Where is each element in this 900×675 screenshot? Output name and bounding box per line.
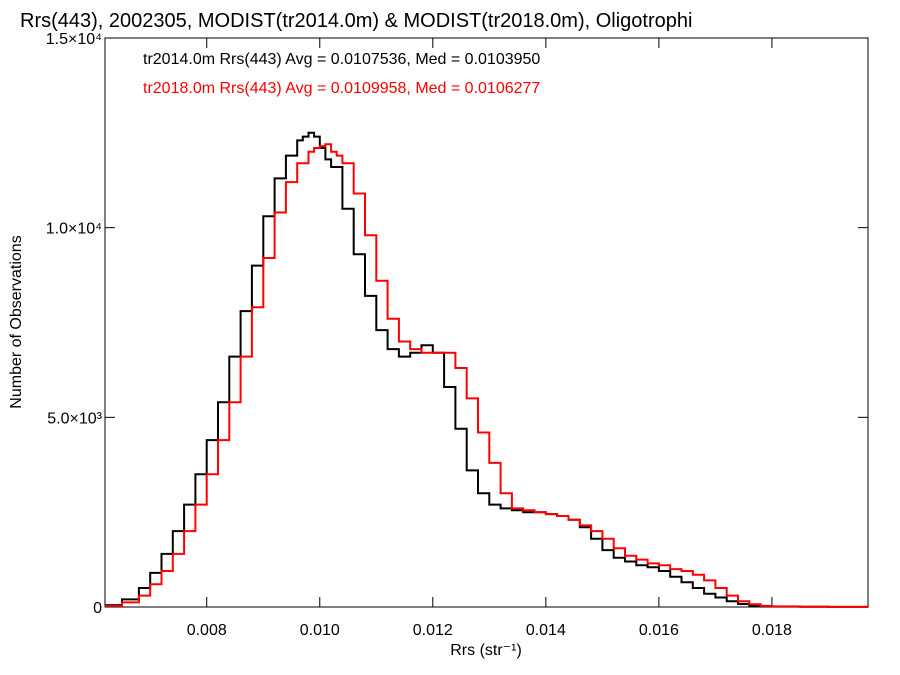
x-tick-label: 0.008	[187, 622, 227, 639]
axis-ticks: 0.008 0.010 0.012 0.014 0.016 0.018 0 5.0×10³ 1.…	[46, 31, 868, 639]
x-tick-label: 0.018	[752, 622, 792, 639]
legend-entry-1: tr2018.0m Rrs(443) Avg = 0.0109958, Med …	[143, 80, 540, 97]
x-tick-label: 0.010	[300, 622, 340, 639]
x-tick-label: 0.014	[526, 622, 566, 639]
x-axis-label: Rrs (str⁻¹)	[450, 642, 522, 659]
x-tick-label: 0.012	[413, 622, 453, 639]
chart-title: Rrs(443), 2002305, MODIST(tr2014.0m) & M…	[20, 10, 692, 32]
y-axis-label: Number of Observations	[8, 235, 25, 408]
y-tick-label: 5.0×10³	[47, 410, 102, 427]
y-tick-label: 1.0×10⁴	[46, 221, 102, 238]
y-tick-label: 0	[93, 600, 102, 617]
series-group	[105, 131, 869, 608]
plot-frame	[104, 37, 869, 608]
x-tick-label: 0.016	[639, 622, 679, 639]
y-tick-label: 1.5×10⁴	[46, 31, 102, 48]
legend: tr2014.0m Rrs(443) Avg = 0.0107536, Med …	[143, 51, 540, 97]
legend-entry-0: tr2014.0m Rrs(443) Avg = 0.0107536, Med …	[143, 51, 540, 68]
series-line-1	[105, 143, 869, 608]
series-line-0	[105, 131, 869, 608]
